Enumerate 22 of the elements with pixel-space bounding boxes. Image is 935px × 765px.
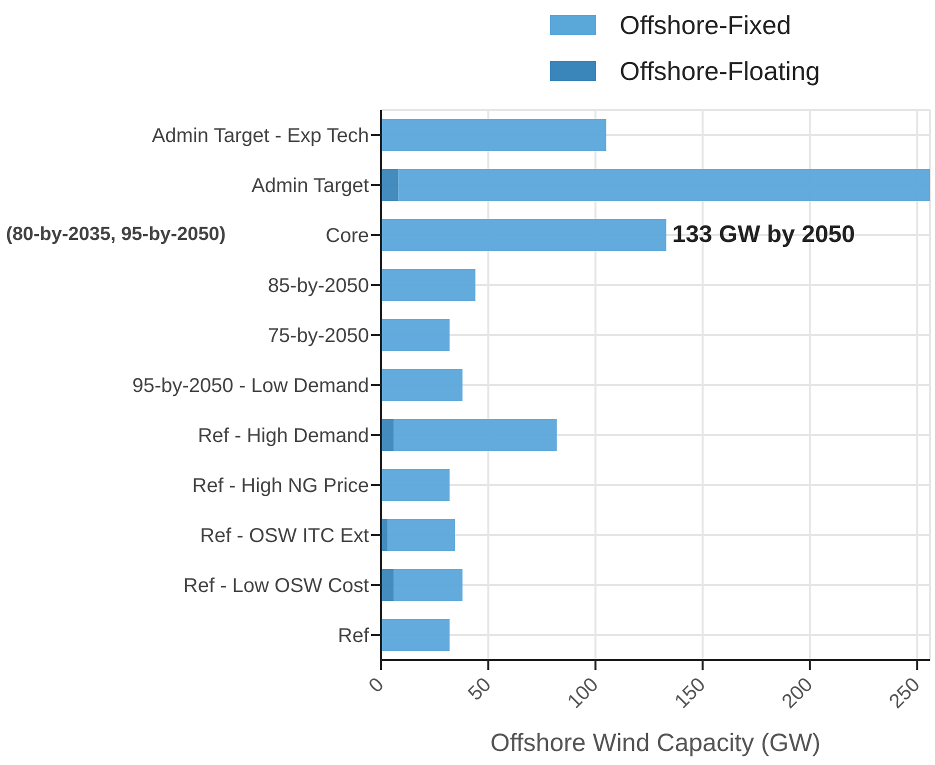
legend-label: Offshore-Floating — [620, 56, 820, 86]
y-tick-label: 75-by-2050 — [268, 325, 369, 348]
x-tick-label: 0 — [364, 674, 388, 698]
y-tick-label: Admin Target - Exp Tech — [152, 125, 369, 148]
y-tick-label: Core — [326, 225, 369, 248]
x-tick-label: 150 — [670, 674, 710, 713]
annotation: 133 GW by 2050 — [672, 220, 855, 250]
x-tick-label: 200 — [778, 674, 818, 713]
text: (80-by-2035, 95-by-2050) — [6, 223, 226, 247]
y-tick-label: Ref - High Demand — [198, 425, 369, 448]
x-tick-label: 100 — [564, 674, 603, 713]
y-tick-label: 85-by-2050 — [268, 275, 369, 298]
y-tick-label: Ref - High NG Price — [192, 475, 369, 498]
x-tick-label: 250 — [885, 674, 924, 713]
y-tick-label: Ref — [338, 625, 370, 648]
x-tick-label: 50 — [464, 674, 496, 706]
y-tick-label: Ref - Low OSW Cost — [183, 575, 370, 598]
y-tick-label: Admin Target — [252, 175, 370, 198]
y-tick-label: 95-by-2050 - Low Demand — [132, 375, 369, 398]
y-tick-label: Ref - OSW ITC Ext — [200, 525, 370, 548]
legend-label: Offshore-Fixed — [620, 10, 792, 40]
x-axis-title: Offshore Wind Capacity (GW) — [490, 729, 821, 757]
